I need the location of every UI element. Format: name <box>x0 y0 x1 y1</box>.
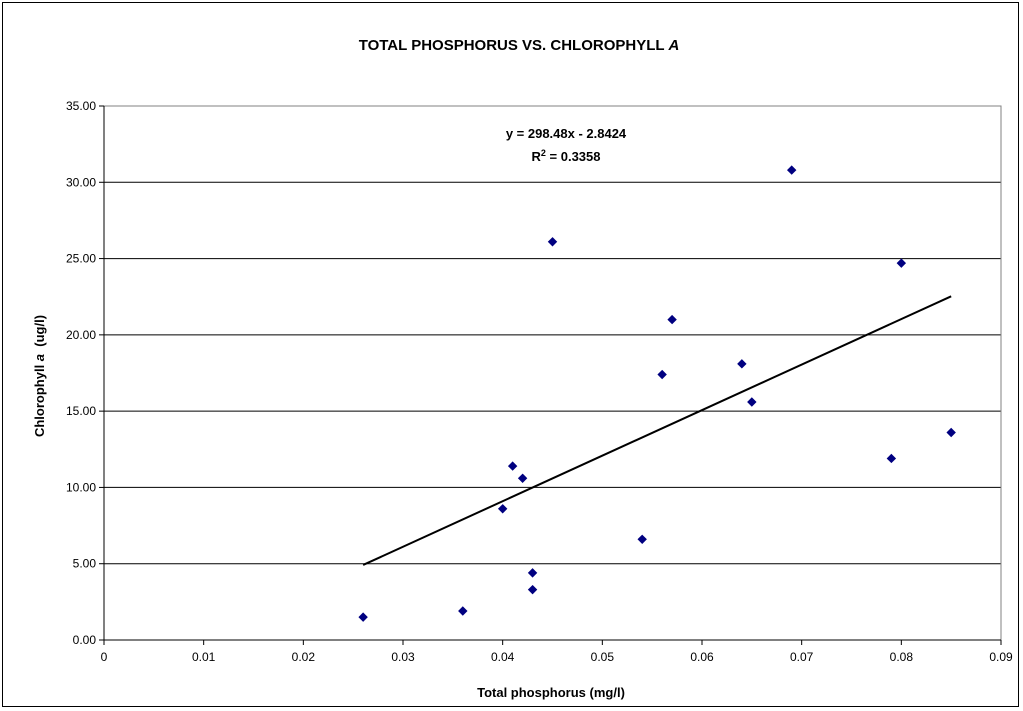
y-axis-ticks: 0.00 5.00 10.00 15.00 20.00 25.00 30.00 35.00 <box>66 99 104 647</box>
x-tick-label: 0 <box>101 650 108 664</box>
chart-title: TOTAL PHOSPHORUS VS. CHLOROPHYLL A <box>359 37 680 54</box>
y-tick-label: 25.00 <box>66 252 96 266</box>
trendline <box>362 295 952 566</box>
y-tick-label: 10.00 <box>66 480 96 494</box>
x-tick-label: 0.04 <box>491 650 515 664</box>
data-point <box>527 584 538 595</box>
y-tick-label: 0.00 <box>73 633 97 647</box>
data-point <box>946 427 956 438</box>
axes <box>103 105 1002 641</box>
data-point <box>667 314 677 325</box>
x-tick-label: 0.02 <box>292 650 316 664</box>
x-axis-title: Total phosphorus (mg/l) <box>477 685 625 700</box>
data-point <box>358 612 368 622</box>
data-point <box>547 237 558 247</box>
data-point <box>497 504 508 514</box>
x-tick-label: 0.03 <box>391 650 415 664</box>
data-point <box>637 534 647 545</box>
data-point <box>896 258 907 268</box>
chart-svg: TOTAL PHOSPHORUS VS. CHLOROPHYLL A 0 0.01… <box>32 37 1013 700</box>
data-point <box>458 606 468 616</box>
y-tick-label: 5.00 <box>73 557 97 571</box>
data-point <box>886 453 897 464</box>
data-point <box>517 473 528 483</box>
trendline-group <box>362 295 952 566</box>
y-tick-label: 20.00 <box>66 328 96 342</box>
x-tick-label: 0.08 <box>890 650 914 664</box>
y-tick-label: 35.00 <box>66 99 96 113</box>
x-tick-label: 0.05 <box>591 650 615 664</box>
data-point <box>657 369 667 380</box>
data-point <box>747 397 757 407</box>
data-point <box>527 568 538 578</box>
plot-area: 0 0.01 0.02 0.03 0.04 0.05 0.06 0.07 0.08 0.09 0.… <box>66 99 1013 664</box>
x-tick-label: 0.01 <box>192 650 216 664</box>
data-point <box>737 359 747 369</box>
data-point <box>786 165 797 175</box>
trendline-equation: y = 298.48x - 2.8424 <box>506 126 627 141</box>
x-tick-label: 0.09 <box>989 650 1013 664</box>
data-point <box>507 461 518 471</box>
x-axis-ticks: 0 0.01 0.02 0.03 0.04 0.05 0.06 0.07 0.08 0.09 <box>101 640 1013 664</box>
y-tick-label: 15.00 <box>66 404 96 418</box>
x-tick-label: 0.06 <box>690 650 714 664</box>
y-axis-title: Chlorophyll a (ug/l) <box>32 315 47 437</box>
data-points <box>358 165 956 622</box>
x-tick-label: 0.07 <box>790 650 814 664</box>
plot-background <box>104 106 1001 640</box>
y-tick-label: 30.00 <box>66 175 96 189</box>
r-squared-label: R2 = 0.3358 <box>532 148 601 164</box>
